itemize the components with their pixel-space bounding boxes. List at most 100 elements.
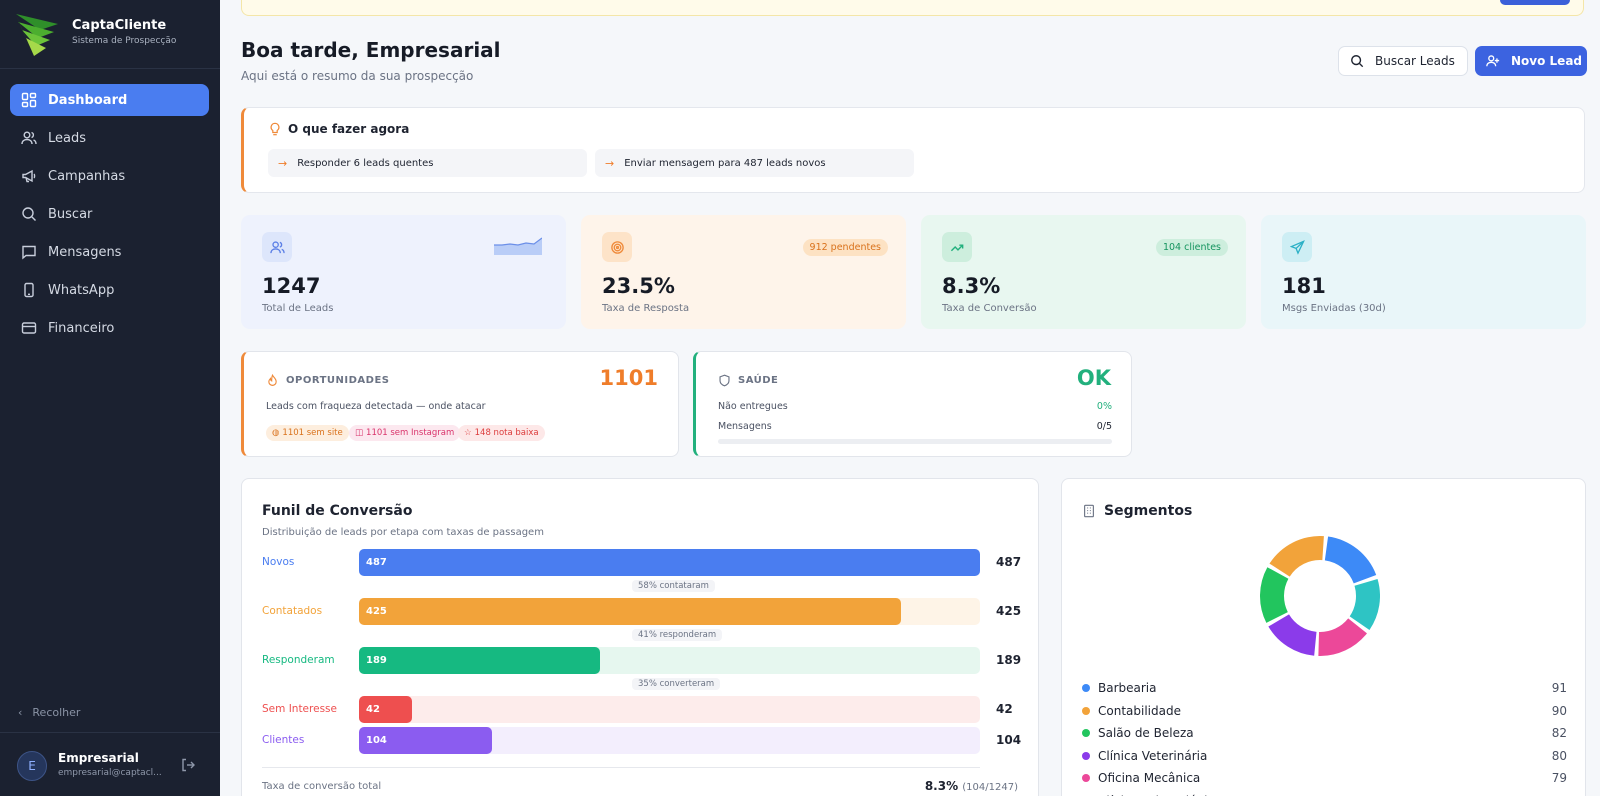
chip-no-instagram[interactable]: ◫ 1101 sem Instagram (349, 425, 461, 441)
segment-row[interactable]: Barbearia 91 (1082, 681, 1567, 695)
nav-label: Financeiro (48, 320, 115, 336)
nav-item-dashboard[interactable]: Dashboard (10, 84, 209, 116)
funnel-bar: 189 (359, 647, 600, 674)
messages-progress-bar (718, 439, 1112, 444)
search-leads-button[interactable]: Buscar Leads (1338, 46, 1468, 76)
health-row: Não entregues 0% (718, 401, 1112, 412)
funnel-stage-value: 425 (996, 604, 1022, 618)
funnel-pass-rate: 41% responderam (632, 629, 723, 641)
funnel-pass-rate: 35% converteram (632, 678, 721, 690)
arrow-right-icon: → (605, 156, 615, 170)
building-icon (1084, 504, 1094, 518)
nav-item-buscar[interactable]: Buscar (10, 198, 209, 230)
legend-dot (1082, 751, 1090, 760)
logo-icon (16, 14, 58, 56)
user-name: Empresarial (58, 751, 139, 765)
nav-label: Campanhas (48, 168, 126, 184)
stat-card-conversion-rate[interactable]: 104 clientes 8.3% Taxa de Conversão (921, 215, 1246, 329)
funnel-bar-track[interactable]: 42 (359, 696, 980, 723)
add-user-icon (1486, 55, 1500, 67)
segment-label: Barbearia (1098, 681, 1157, 695)
todo-item[interactable]: → Responder 6 leads quentes (268, 149, 587, 177)
opportunities-card[interactable]: OPORTUNIDADES 1101 Leads com fraqueza de… (241, 351, 679, 457)
segments-donut-chart[interactable] (1260, 536, 1380, 656)
donut-slice[interactable] (1260, 567, 1289, 623)
stat-value: 181 (1282, 274, 1326, 298)
stat-label: Taxa de Conversão (942, 303, 1037, 314)
stat-value: 1247 (262, 274, 321, 298)
lightbulb-icon (270, 122, 280, 136)
search-icon (22, 207, 36, 221)
button-label: Buscar Leads (1375, 54, 1455, 68)
funnel-stage-value: 104 (996, 733, 1022, 747)
funnel-bar-track[interactable]: 104 (359, 727, 980, 754)
segment-row[interactable]: Contabilidade 90 (1082, 704, 1567, 718)
donut-slice[interactable] (1318, 618, 1367, 656)
funnel-stage-label: Novos (262, 556, 295, 568)
page-title: Boa tarde, Empresarial (241, 38, 501, 62)
stat-label: Total de Leads (262, 303, 334, 314)
stat-label: Taxa de Resposta (602, 303, 690, 314)
nav-item-mensagens[interactable]: Mensagens (10, 236, 209, 268)
message-icon (22, 245, 36, 260)
todo-item[interactable]: → Enviar mensagem para 487 leads novos (595, 149, 914, 177)
donut-slice[interactable] (1324, 536, 1377, 584)
funnel-bar: 425 (359, 598, 902, 625)
funnel-bar-track[interactable]: 425 (359, 598, 980, 625)
stat-card-response-rate[interactable]: 912 pendentes 23.5% Taxa de Resposta (581, 215, 906, 329)
segment-label: Oficina Mecânica (1098, 771, 1201, 785)
shield-icon (719, 374, 730, 387)
card-kicker: SAÚDE (718, 374, 778, 387)
segment-label: Salão de Beleza (1098, 726, 1194, 740)
segment-row[interactable]: Clínica Odontológica 76 (1082, 794, 1567, 796)
nav-label: Dashboard (48, 92, 128, 108)
funnel-bar: 487 (359, 549, 980, 576)
chevron-left-icon: ‹ (18, 706, 23, 719)
megaphone-icon (22, 169, 36, 183)
donut-slice[interactable] (1268, 614, 1317, 656)
segment-count: 91 (1551, 681, 1567, 695)
funnel-bar-track[interactable]: 487 (359, 549, 980, 576)
funnel-total-value: 8.3% (104/1247) (924, 779, 1018, 793)
nav-item-campanhas[interactable]: Campanhas (10, 160, 209, 192)
health-status: OK (1076, 366, 1111, 390)
funnel-stage-value: 189 (996, 653, 1022, 667)
star-icon: ☆ (464, 428, 472, 438)
health-row: Mensagens 0/5 (718, 421, 1112, 432)
funnel-stage-value: 487 (996, 555, 1022, 569)
segment-label: Clínica Veterinária (1098, 748, 1208, 763)
funnel-bar-track[interactable]: 189 (359, 647, 980, 674)
legend-dot (1082, 706, 1090, 715)
avatar[interactable]: E (17, 751, 47, 781)
collapse-button[interactable]: ‹ Recolher (18, 706, 80, 719)
chip-low-rating[interactable]: ☆ 148 nota baixa (458, 425, 545, 441)
legend-dot (1082, 774, 1090, 782)
status-badge: 104 clientes (1155, 239, 1228, 256)
stat-value: 23.5% (602, 274, 675, 298)
brand-name: CaptaCliente (72, 18, 167, 33)
nav-item-financeiro[interactable]: Financeiro (10, 312, 209, 344)
donut-slice[interactable] (1269, 536, 1324, 577)
funnel-title: Funil de Conversão (262, 503, 413, 519)
segment-row[interactable]: Oficina Mecânica 79 (1082, 771, 1567, 785)
banner-button[interactable] (1500, 0, 1570, 5)
todo-card: O que fazer agora → Responder 6 leads qu… (241, 107, 1585, 193)
nav-item-whatsapp[interactable]: WhatsApp (10, 274, 209, 306)
donut-slice[interactable] (1349, 578, 1380, 630)
nav-item-leads[interactable]: Leads (10, 122, 209, 154)
chip-no-site[interactable]: ◍ 1101 sem site (266, 425, 349, 441)
divider (0, 732, 220, 733)
segment-row[interactable]: Clínica Veterinária 80 (1082, 749, 1567, 763)
logout-icon[interactable] (180, 757, 196, 773)
card-kicker: OPORTUNIDADES (266, 374, 390, 387)
stat-card-messages-sent[interactable]: 181 Msgs Enviadas (30d) (1261, 215, 1586, 329)
new-lead-button[interactable]: Novo Lead (1475, 46, 1587, 76)
stat-card-total-leads[interactable]: 1247 Total de Leads (241, 215, 566, 329)
health-card[interactable]: SAÚDE OK Não entregues 0% Mensagens 0/5 (693, 351, 1132, 457)
segment-count: 90 (1551, 703, 1567, 718)
dashboard-icon (21, 92, 37, 108)
segment-row[interactable]: Salão de Beleza 82 (1082, 726, 1567, 740)
opportunities-count: 1101 (599, 366, 658, 390)
brand[interactable]: CaptaCliente Sistema de Prospecção (14, 12, 214, 62)
funnel-stage-label: Sem Interesse (262, 703, 337, 715)
